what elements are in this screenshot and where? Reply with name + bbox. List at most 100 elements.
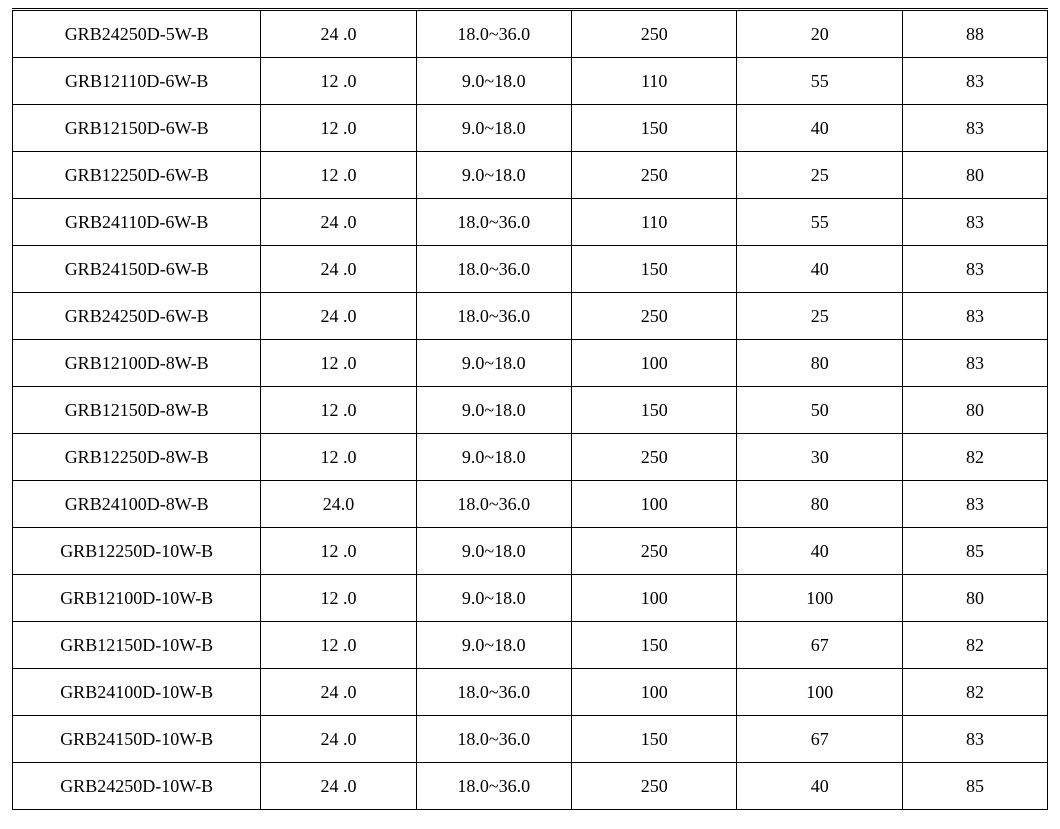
table-cell: 250 [571,152,737,199]
table-cell: 9.0~18.0 [416,434,571,481]
table-cell: 12 .0 [261,387,416,434]
table-cell: 18.0~36.0 [416,716,571,763]
table-cell: 80 [737,481,903,528]
table-cell: 83 [903,199,1048,246]
table-cell: GRB24100D-8W-B [13,481,261,528]
table-cell: 83 [903,105,1048,152]
table-cell: 40 [737,528,903,575]
table-row: GRB12110D-6W-B12 .09.0~18.01105583 [13,58,1048,105]
table-cell: 88 [903,10,1048,58]
table-cell: 12 .0 [261,528,416,575]
table-cell: GRB24250D-5W-B [13,10,261,58]
table-cell: 40 [737,246,903,293]
table-row: GRB12250D-6W-B12 .09.0~18.02502580 [13,152,1048,199]
table-cell: GRB12110D-6W-B [13,58,261,105]
table-cell: GRB12150D-6W-B [13,105,261,152]
table-cell: 18.0~36.0 [416,246,571,293]
table-row: GRB12150D-6W-B12 .09.0~18.01504083 [13,105,1048,152]
table-cell: 9.0~18.0 [416,58,571,105]
table-cell: 83 [903,340,1048,387]
table-cell: 250 [571,293,737,340]
table-cell: 24 .0 [261,199,416,246]
table-cell: 150 [571,622,737,669]
table-cell: 80 [737,340,903,387]
table-row: GRB12100D-10W-B12 .09.0~18.010010080 [13,575,1048,622]
table-cell: 24 .0 [261,716,416,763]
table-row: GRB24250D-10W-B24 .018.0~36.02504085 [13,763,1048,810]
table-cell: 110 [571,199,737,246]
table-row: GRB24250D-5W-B24 .018.0~36.02502088 [13,10,1048,58]
table-cell: 85 [903,763,1048,810]
table-cell: 80 [903,387,1048,434]
table-cell: 24 .0 [261,246,416,293]
table-cell: 110 [571,58,737,105]
table-cell: 100 [571,669,737,716]
table-cell: 18.0~36.0 [416,481,571,528]
table-cell: 12 .0 [261,152,416,199]
table-cell: GRB12250D-8W-B [13,434,261,481]
table-cell: 100 [737,669,903,716]
table-cell: 9.0~18.0 [416,340,571,387]
table-cell: 82 [903,622,1048,669]
table-cell: 250 [571,763,737,810]
table-row: GRB24100D-10W-B24 .018.0~36.010010082 [13,669,1048,716]
table-row: GRB12150D-8W-B12 .09.0~18.01505080 [13,387,1048,434]
table-cell: 24 .0 [261,763,416,810]
table-cell: GRB12250D-6W-B [13,152,261,199]
table-cell: 9.0~18.0 [416,387,571,434]
table-row: GRB24150D-6W-B24 .018.0~36.01504083 [13,246,1048,293]
table-cell: 18.0~36.0 [416,10,571,58]
table-cell: 250 [571,10,737,58]
table-cell: 9.0~18.0 [416,575,571,622]
table-cell: 67 [737,622,903,669]
table-cell: 9.0~18.0 [416,105,571,152]
table-cell: 24 .0 [261,10,416,58]
table-cell: 12 .0 [261,622,416,669]
table-cell: 50 [737,387,903,434]
table-cell: 9.0~18.0 [416,528,571,575]
table-cell: GRB12100D-10W-B [13,575,261,622]
table-cell: 100 [737,575,903,622]
table-cell: 150 [571,246,737,293]
table-cell: GRB24250D-10W-B [13,763,261,810]
table-row: GRB24250D-6W-B24 .018.0~36.02502583 [13,293,1048,340]
spec-table-body: GRB24250D-5W-B24 .018.0~36.02502088GRB12… [13,10,1048,810]
table-cell: 24 .0 [261,669,416,716]
table-cell: 40 [737,763,903,810]
table-cell: 20 [737,10,903,58]
table-cell: 18.0~36.0 [416,763,571,810]
table-cell: 40 [737,105,903,152]
spec-table: GRB24250D-5W-B24 .018.0~36.02502088GRB12… [12,8,1048,810]
table-cell: 100 [571,340,737,387]
table-cell: 12 .0 [261,575,416,622]
table-cell: 12 .0 [261,58,416,105]
table-cell: 250 [571,528,737,575]
table-cell: GRB12150D-8W-B [13,387,261,434]
table-row: GRB12150D-10W-B12 .09.0~18.01506782 [13,622,1048,669]
table-row: GRB24110D-6W-B24 .018.0~36.01105583 [13,199,1048,246]
table-cell: 18.0~36.0 [416,669,571,716]
table-cell: 12 .0 [261,340,416,387]
table-cell: 83 [903,481,1048,528]
table-cell: GRB24250D-6W-B [13,293,261,340]
table-cell: 18.0~36.0 [416,199,571,246]
table-row: GRB24150D-10W-B24 .018.0~36.01506783 [13,716,1048,763]
table-cell: 150 [571,105,737,152]
table-cell: 82 [903,669,1048,716]
table-cell: 9.0~18.0 [416,622,571,669]
table-cell: 85 [903,528,1048,575]
table-cell: 83 [903,293,1048,340]
table-cell: 9.0~18.0 [416,152,571,199]
table-cell: 83 [903,246,1048,293]
table-cell: 12 .0 [261,105,416,152]
table-row: GRB12250D-8W-B12 .09.0~18.02503082 [13,434,1048,481]
table-row: GRB24100D-8W-B24.018.0~36.01008083 [13,481,1048,528]
table-cell: 82 [903,434,1048,481]
table-cell: 24.0 [261,481,416,528]
table-cell: 55 [737,199,903,246]
table-cell: GRB12250D-10W-B [13,528,261,575]
table-cell: 250 [571,434,737,481]
table-cell: 18.0~36.0 [416,293,571,340]
table-cell: GRB12150D-10W-B [13,622,261,669]
table-cell: 55 [737,58,903,105]
